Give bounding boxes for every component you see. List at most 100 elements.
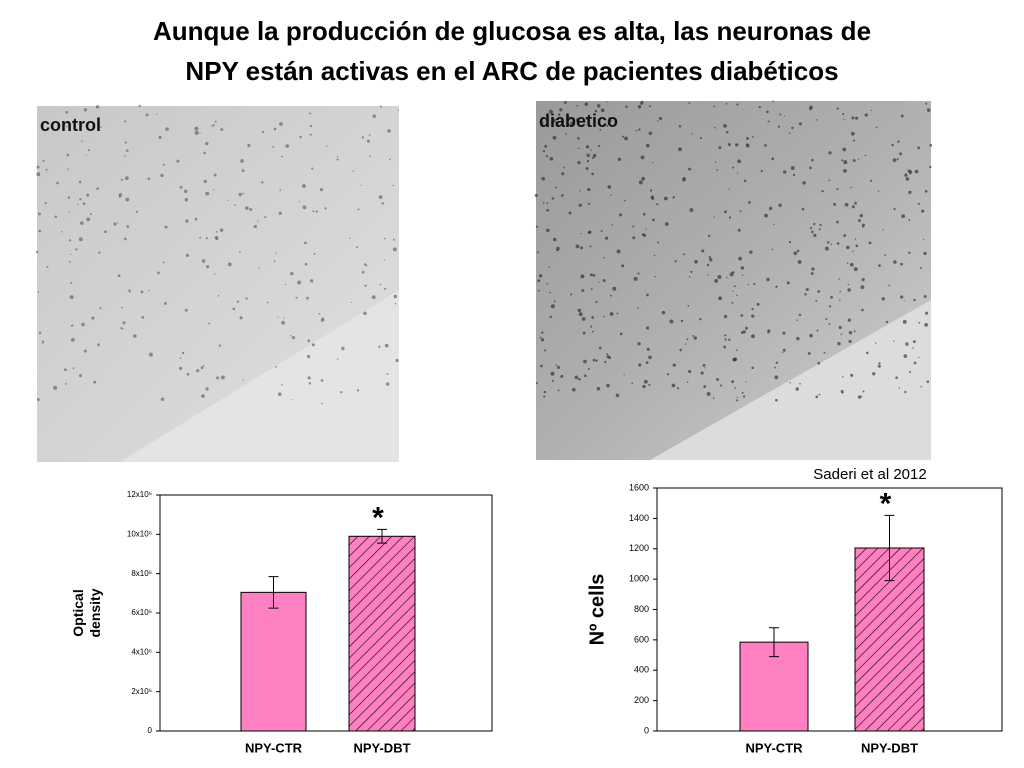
speckle — [64, 382, 67, 385]
speckle — [281, 383, 283, 386]
speckle — [678, 125, 682, 128]
speckle — [37, 291, 40, 293]
speckle — [909, 170, 913, 174]
speckle — [672, 363, 676, 367]
speckle — [704, 367, 706, 369]
speckle — [302, 205, 307, 210]
speckle — [599, 128, 602, 131]
speckle — [811, 158, 814, 162]
speckle — [341, 346, 345, 351]
speckle — [909, 172, 912, 175]
speckle — [778, 203, 782, 207]
error-bar — [884, 514, 895, 582]
speckle — [807, 352, 811, 355]
speckle — [899, 152, 903, 156]
speckle — [306, 296, 309, 300]
speckle — [384, 343, 389, 348]
speckle — [93, 380, 97, 384]
speckle — [724, 334, 727, 337]
speckle — [392, 247, 397, 252]
speckle — [736, 172, 739, 175]
speckle — [600, 108, 605, 113]
speckle — [313, 252, 316, 255]
speckle — [830, 243, 833, 246]
speckle — [181, 351, 185, 355]
speckle — [859, 213, 863, 218]
significance-mark: * — [372, 501, 384, 534]
speckle — [727, 142, 731, 146]
speckle — [642, 384, 646, 389]
speckle — [891, 143, 894, 147]
speckle — [290, 271, 294, 276]
speckle — [908, 370, 911, 373]
speckle — [588, 230, 592, 234]
speckle — [541, 176, 546, 181]
speckle — [212, 124, 215, 127]
speckle — [96, 187, 99, 190]
speckle — [141, 315, 145, 319]
speckle — [641, 176, 646, 181]
speckle — [602, 279, 606, 283]
speckle — [301, 184, 306, 188]
speckle — [852, 139, 856, 142]
speckle — [211, 125, 213, 127]
speckle — [686, 338, 689, 341]
speckle — [275, 252, 277, 255]
speckle — [217, 294, 220, 297]
speckle — [88, 149, 91, 152]
speckle — [905, 177, 910, 181]
speckle — [756, 302, 760, 306]
speckle — [811, 230, 814, 234]
speckle — [854, 201, 857, 205]
speckle — [737, 159, 742, 164]
speckle — [124, 120, 127, 123]
speckle — [868, 241, 872, 245]
speckle — [749, 250, 753, 254]
speckle — [740, 266, 745, 270]
y-axis-label: density — [87, 588, 103, 637]
speckle — [821, 189, 824, 193]
speckle — [98, 251, 101, 254]
speckle — [866, 351, 869, 355]
speckle — [796, 319, 798, 321]
speckle — [861, 225, 864, 228]
speckle — [842, 376, 844, 378]
speckle — [117, 222, 119, 224]
speckle — [864, 154, 867, 157]
speckle — [733, 285, 736, 288]
speckle — [857, 158, 860, 160]
speckle — [843, 160, 848, 165]
speckle — [657, 120, 659, 122]
speckle — [553, 300, 556, 303]
speckle — [592, 358, 596, 362]
speckle — [732, 290, 734, 292]
speckle — [790, 166, 795, 170]
speckle — [148, 352, 153, 357]
speckle — [387, 129, 391, 133]
x-tick-label: NPY-CTR — [245, 740, 303, 755]
speckle — [823, 351, 826, 354]
bar — [240, 591, 307, 732]
speckle — [205, 387, 209, 391]
speckle — [162, 163, 165, 166]
speckle — [836, 220, 839, 224]
speckle — [604, 360, 607, 364]
speckle — [537, 279, 541, 283]
speckle — [297, 280, 302, 285]
speckle — [578, 312, 583, 317]
speckle — [352, 170, 355, 172]
speckle — [663, 196, 668, 201]
speckle — [669, 319, 674, 324]
speckle — [661, 310, 666, 315]
speckle — [66, 153, 70, 157]
speckle — [779, 113, 782, 116]
speckle — [336, 358, 339, 360]
speckle — [824, 246, 829, 251]
speckle — [75, 248, 78, 251]
speckle — [692, 334, 695, 337]
speckle — [810, 272, 814, 275]
speckle — [78, 180, 82, 184]
speckle — [273, 127, 277, 131]
speckle — [736, 103, 739, 106]
speckle — [86, 217, 91, 222]
